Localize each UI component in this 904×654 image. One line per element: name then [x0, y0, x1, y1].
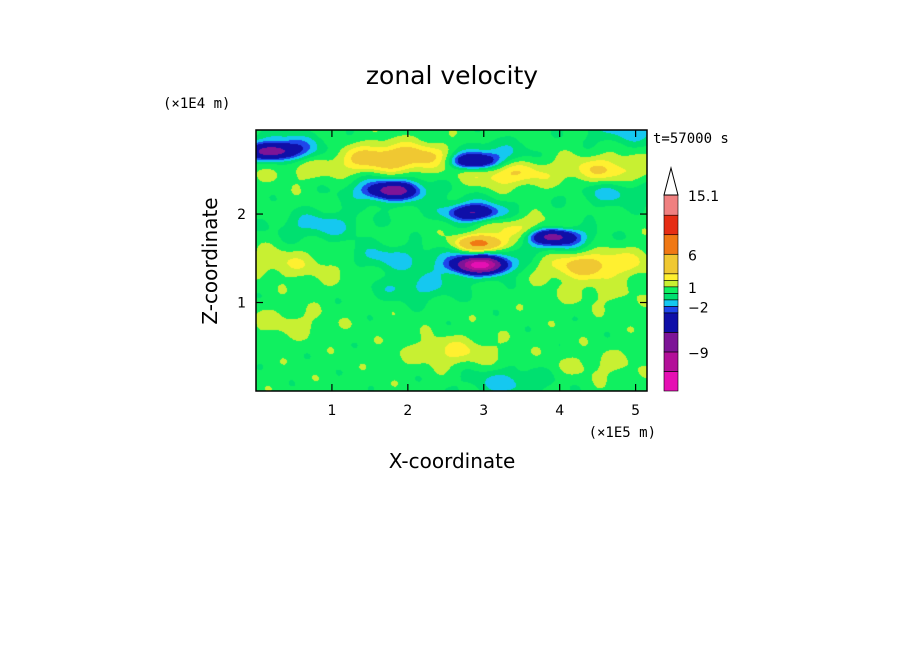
colorbar-swatch-1 [663, 351, 679, 372]
colorbar-swatch-2 [663, 332, 679, 353]
colorbar-swatch-4 [663, 306, 679, 314]
plot-frame [255, 129, 648, 392]
colorbar-extend-arrow [663, 166, 679, 196]
x-scale-label: (×1E5 m) [589, 425, 656, 441]
colorbar-label-0: 15.1 [688, 189, 719, 205]
x-tick-label-4: 5 [631, 403, 640, 419]
y-tick-label-0: 1 [237, 296, 246, 312]
colorbar-swatch-12 [663, 214, 679, 236]
colorbar-swatch-13 [663, 194, 679, 216]
colorbar-label-4: −9 [688, 346, 709, 362]
y-axis-ticks: 12 [237, 207, 647, 312]
x-axis-label: X-coordinate [389, 449, 516, 473]
colorbar-label-2: 1 [688, 281, 697, 297]
x-tick-label-2: 3 [479, 403, 488, 419]
x-tick-label-3: 4 [555, 403, 564, 419]
colorbar-swatch-3 [663, 312, 679, 333]
velocity-field [256, 130, 647, 391]
colorbar-swatch-9 [663, 273, 679, 281]
x-tick-label-1: 2 [403, 403, 412, 419]
colorbar-label-3: −2 [688, 300, 709, 316]
chart-title: zonal velocity [366, 61, 538, 90]
x-axis-ticks: 1 2 3 4 5 [327, 130, 640, 419]
colorbar-swatch-11 [663, 234, 679, 255]
colorbar-swatch-7 [663, 286, 679, 294]
colorbar-swatch-5 [663, 299, 679, 307]
colorbar-swatch-8 [663, 280, 679, 288]
time-label: t=57000 s [653, 131, 729, 147]
y-scale-label: (×1E4 m) [163, 96, 230, 112]
colorbar: 15.1 6 1 −2 −9 [663, 166, 719, 392]
y-axis-label: Z-coordinate [198, 197, 222, 324]
colorbar-swatch-0 [663, 371, 679, 392]
x-tick-label-0: 1 [327, 403, 336, 419]
colorbar-swatch-10 [663, 253, 679, 275]
colorbar-label-1: 6 [688, 248, 697, 264]
y-tick-label-1: 2 [237, 207, 246, 223]
colorbar-swatch-6 [663, 293, 679, 301]
